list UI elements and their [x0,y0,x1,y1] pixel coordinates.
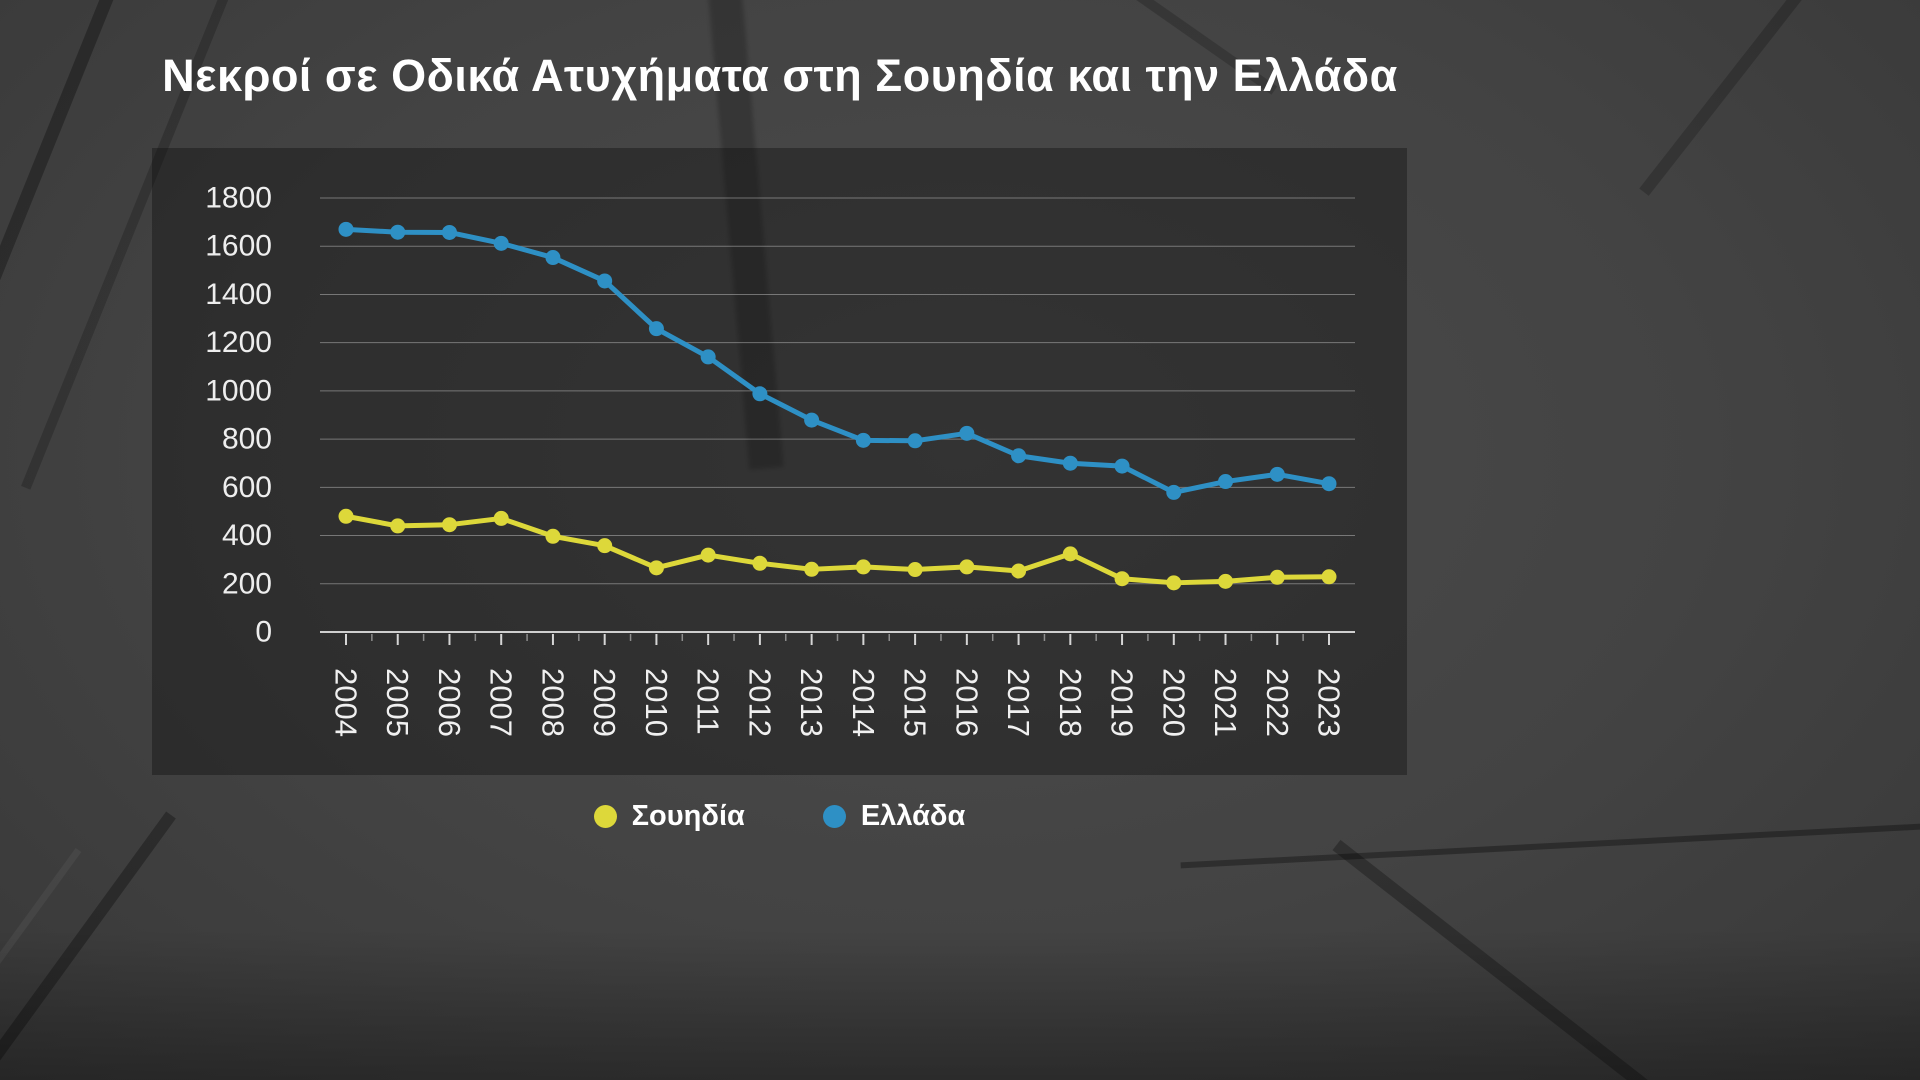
data-point-Σουηδία [855,559,871,575]
data-point-Ελλάδα [1218,474,1234,490]
x-axis-label: 2010 [639,668,674,737]
y-axis-label: 1400 [205,278,272,311]
x-axis-label: 2007 [484,668,519,737]
series-line-Ελλάδα [343,226,1332,495]
legend-item-sweden: Σουηδία [593,800,745,833]
road-texture-stripe [0,847,82,1080]
y-axis-label: 200 [222,567,272,600]
x-axis-label: 2005 [380,668,415,737]
sweden-series-dot-icon [593,805,617,828]
data-point-Σουηδία [597,538,613,554]
data-point-Ελλάδα [1166,484,1182,500]
data-point-Ελλάδα [1321,476,1337,492]
data-point-Ελλάδα [1114,458,1130,474]
x-axis-label: 2023 [1312,668,1347,737]
data-point-Ελλάδα [855,432,871,448]
y-axis-label: 1600 [205,230,272,263]
x-axis-label: 2016 [949,668,984,737]
x-axis-label: 2022 [1260,668,1295,737]
x-axis-label: 2011 [691,668,726,735]
data-point-Σουηδία [1218,573,1234,589]
greece-series-dot-icon [822,805,846,828]
chart-panel: 0 200 400 600 800 1000 1200 1400 1600 1800 2004 200… [152,148,1407,775]
data-point-Ελλάδα [907,433,923,449]
legend-label-sweden: Σουηδία [631,800,745,832]
data-point-Σουηδία [1269,569,1285,585]
x-axis-label: 2015 [898,668,933,737]
data-point-Σουηδία [700,547,716,563]
y-axis-label: 600 [222,471,272,504]
y-axis-label: 1800 [205,182,272,215]
y-axis-label: 800 [222,423,272,456]
x-axis-label: 2009 [587,668,622,737]
road-texture-stripe [1332,839,1680,1080]
x-axis-label: 2017 [1001,668,1036,737]
x-axis-label: 2020 [1156,668,1191,737]
data-point-Ελλάδα [1269,466,1285,482]
data-point-Σουηδία [493,510,509,526]
road-texture-stripe [1639,0,1846,196]
data-point-Σουηδία [907,562,923,578]
data-point-Ελλάδα [700,349,716,365]
data-point-Ελλάδα [441,224,457,240]
data-point-Σουηδία [752,555,768,571]
x-axis-label: 2014 [846,668,881,737]
y-axis-label: 1000 [205,374,272,407]
x-axis-label: 2021 [1208,668,1243,737]
data-point-Σουηδία [1062,546,1078,562]
data-point-Ελλάδα [959,425,975,441]
data-point-Σουηδία [648,560,664,576]
series-line-Σουηδία [343,513,1332,586]
legend-item-greece: Ελλάδα [822,800,966,833]
x-axis-label: 2008 [535,668,570,737]
data-point-Σουηδία [390,518,406,534]
data-point-Ελλάδα [1062,455,1078,471]
x-axis-label: 2006 [432,668,467,737]
data-point-Ελλάδα [648,321,664,337]
data-point-Ελλάδα [545,250,561,266]
chart-title: Νεκροί σε Οδικά Ατυχήματα στη Σουηδία κα… [162,50,1398,101]
y-axis-label: 400 [222,519,272,552]
data-point-Ελλάδα [390,224,406,240]
x-axis-label: 2013 [794,668,829,737]
x-axis-label: 2018 [1053,668,1088,737]
data-point-Ελλάδα [493,235,509,251]
data-point-Ελλάδα [804,412,820,428]
x-axis-label: 2012 [742,668,777,737]
data-point-Σουηδία [545,528,561,544]
y-axis-label: 1200 [205,326,272,359]
chart-svg: 0 200 400 600 800 1000 1200 1400 1600 1800 2004 200… [205,182,1355,737]
legend-label-greece: Ελλάδα [860,800,966,832]
data-point-Σουηδία [1166,575,1182,591]
data-point-Ελλάδα [1011,448,1027,464]
data-point-Σουηδία [1011,563,1027,579]
road-texture-stripe [0,811,176,1080]
data-point-Ελλάδα [597,273,613,289]
chart-legend: Σουηδία Ελλάδα [152,800,1407,833]
data-point-Σουηδία [959,559,975,575]
data-point-Σουηδία [1114,571,1130,587]
data-point-Ελλάδα [752,386,768,402]
y-axis-label: 0 [255,616,272,649]
x-axis-label: 2004 [329,668,364,737]
data-point-Σουηδία [1321,569,1337,585]
data-point-Σουηδία [441,517,457,533]
data-point-Σουηδία [338,508,354,524]
data-point-Σουηδία [804,561,820,577]
x-axis-label: 2019 [1105,668,1140,737]
data-point-Ελλάδα [338,221,354,237]
